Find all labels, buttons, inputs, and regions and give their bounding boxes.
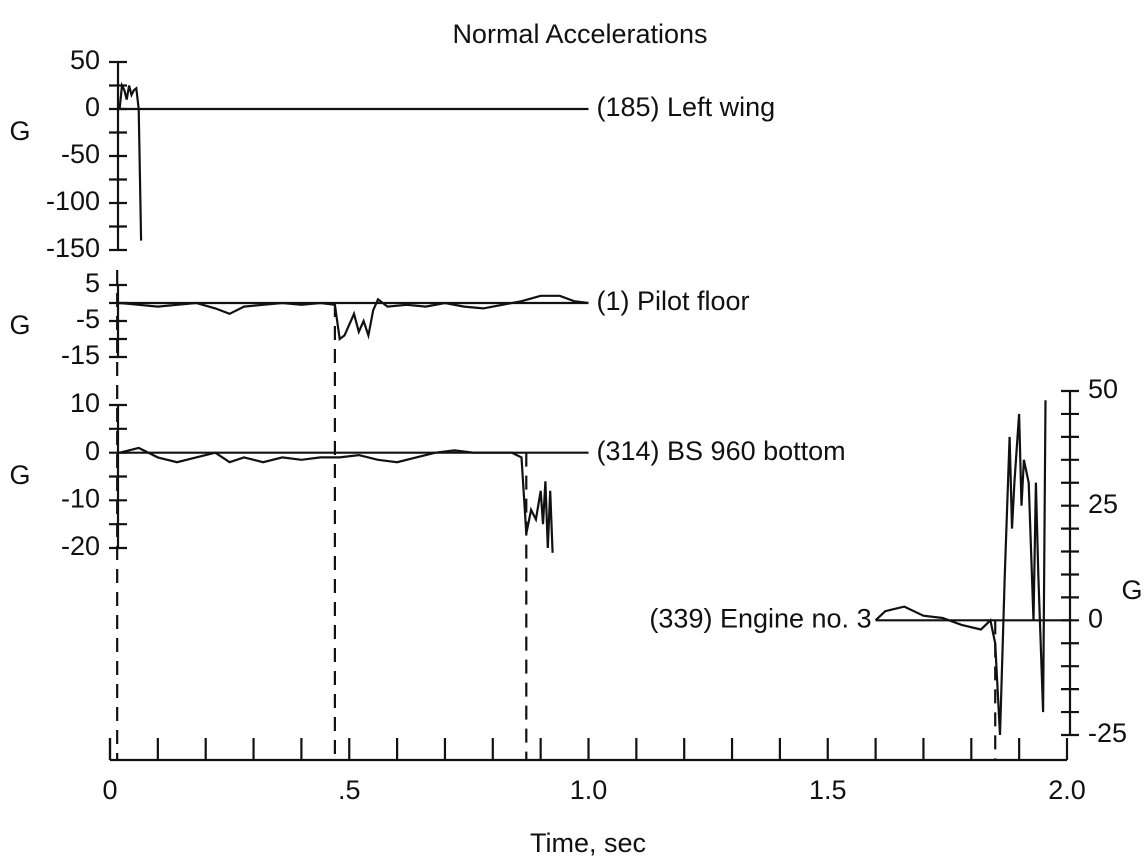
x-tick-label: 0 bbox=[102, 775, 117, 805]
y-tick-label: 50 bbox=[1088, 374, 1118, 404]
y-tick-label: -10 bbox=[61, 483, 100, 513]
y-axis-label: G bbox=[9, 116, 30, 146]
series-label: (185) Left wing bbox=[597, 92, 776, 122]
y-axis-label: G bbox=[1121, 575, 1142, 605]
x-tick-label: 2.0 bbox=[1048, 775, 1086, 805]
y-tick-label: -15 bbox=[61, 340, 100, 370]
data-line bbox=[118, 81, 143, 241]
y-tick-label: 0 bbox=[85, 436, 100, 466]
data-line bbox=[119, 446, 554, 553]
y-tick-label: -5 bbox=[76, 304, 100, 334]
y-tick-label: 0 bbox=[1088, 603, 1103, 633]
series-label: (314) BS 960 bottom bbox=[597, 436, 846, 466]
x-tick-label: .5 bbox=[338, 775, 361, 805]
y-axis-label: G bbox=[9, 460, 30, 490]
y-tick-label: 10 bbox=[70, 388, 100, 418]
y-tick-label: -25 bbox=[1088, 718, 1127, 748]
x-axis-label: Time, sec bbox=[530, 828, 646, 858]
y-axis-label: G bbox=[9, 310, 30, 340]
data-line bbox=[119, 294, 589, 341]
y-tick-label: 50 bbox=[70, 45, 100, 75]
x-tick-label: 1.5 bbox=[809, 775, 847, 805]
y-tick-label: -50 bbox=[61, 139, 100, 169]
y-tick-label: 25 bbox=[1088, 489, 1118, 519]
y-tick-label: -20 bbox=[61, 531, 100, 561]
data-line bbox=[874, 400, 1047, 736]
y-tick-label: 5 bbox=[85, 268, 100, 298]
series-label: (1) Pilot floor bbox=[597, 286, 750, 316]
y-tick-label: -100 bbox=[46, 186, 100, 216]
chart-title: Normal Accelerations bbox=[452, 19, 707, 49]
x-tick-label: 1.0 bbox=[570, 775, 608, 805]
series-label: (339) Engine no. 3 bbox=[649, 603, 871, 633]
y-tick-label: 0 bbox=[85, 92, 100, 122]
y-tick-label: -150 bbox=[46, 233, 100, 263]
